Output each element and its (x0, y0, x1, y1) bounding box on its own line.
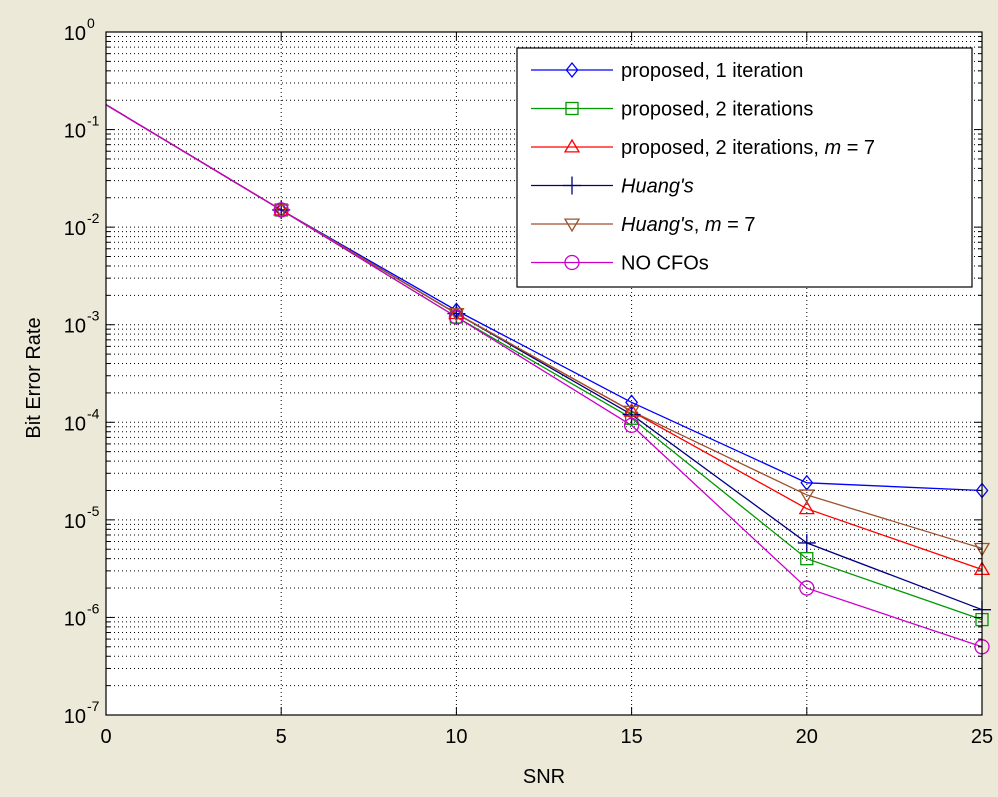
legend-label: proposed, 1 iteration (621, 60, 803, 82)
legend-label-part: NO CFOs (621, 253, 709, 275)
series-6-point (799, 580, 815, 596)
x-tick-label: 10 (445, 726, 467, 748)
legend-label-part: = 7 (722, 214, 756, 236)
plot-frame (105, 31, 983, 716)
x-tick-label: 15 (620, 726, 642, 748)
y-tick-exponent: -3 (87, 308, 100, 324)
y-tick-exponent: -4 (87, 405, 100, 421)
legend-label-part: Huang's (621, 176, 694, 198)
legend: proposed, 1 iteration proposed, 2 iterati… (516, 47, 973, 288)
series-line-6 (105, 104, 983, 648)
x-tick-label: 0 (100, 726, 111, 748)
series-5-point (273, 204, 290, 219)
y-tick-exponent: -7 (87, 698, 100, 714)
y-tick-label: 10 (64, 316, 86, 338)
series-4-point (622, 405, 641, 424)
legend-label-part: m (705, 214, 722, 236)
legend-label: Huang's (621, 176, 694, 198)
series-6-point (623, 417, 640, 434)
legend-label-part: proposed, 2 iterations (621, 99, 813, 121)
series-4-point (797, 533, 816, 552)
legend-marker (565, 101, 579, 116)
legend-label-part: , (694, 214, 705, 236)
legend-marker (564, 254, 580, 271)
y-tick-exponent: -5 (87, 503, 100, 519)
legend-label: NO CFOs (621, 253, 709, 275)
y-tick-label: 10 (64, 706, 86, 728)
legend-marker (563, 176, 581, 195)
x-axis-label: SNR (523, 766, 565, 788)
y-tick-label: 10 (64, 608, 86, 630)
series-5-point (798, 489, 815, 504)
legend-label-part: = 7 (841, 137, 875, 159)
series-5-point (448, 308, 465, 322)
y-tick-exponent: -2 (87, 210, 100, 226)
legend-label-part: Huang's (621, 214, 694, 236)
y-tick-exponent: -1 (87, 113, 100, 129)
series-6-point (273, 202, 289, 218)
legend-label: proposed, 2 iterations (621, 99, 813, 121)
legend-label-part: m (824, 137, 841, 159)
legend-label: Huang's, m = 7 (621, 214, 755, 236)
y-tick-label: 10 (64, 511, 86, 533)
series-5-point (623, 405, 640, 420)
x-tick-label: 20 (796, 726, 818, 748)
legend-box (516, 47, 973, 288)
x-tick-label: 25 (971, 726, 993, 748)
legend-marker (563, 218, 581, 233)
legend-marker (563, 138, 581, 153)
legend-label-part: proposed, 2 iterations, (621, 137, 824, 159)
series-6-point (448, 309, 465, 325)
y-tick-label: 10 (64, 218, 86, 240)
series-2-point (800, 552, 814, 566)
legend-label-part: proposed, 1 iteration (621, 60, 803, 82)
legend-label: proposed, 2 iterations, m = 7 (621, 137, 875, 159)
y-tick-label: 10 (64, 23, 86, 45)
x-tick-labels: 0 5 10 15 20 25 (100, 726, 993, 748)
series-lines (105, 104, 983, 648)
axis-ticks (105, 31, 983, 716)
y-axis-label: Bit Error Rate (23, 317, 45, 438)
y-tick-exponent: -6 (87, 600, 100, 616)
legend-marker (565, 61, 579, 79)
y-tick-label: 10 (64, 121, 86, 143)
series-3-point (798, 500, 815, 515)
y-tick-label: 10 (64, 413, 86, 435)
x-tick-label: 5 (276, 726, 287, 748)
y-tick-exponent: 0 (87, 15, 95, 31)
